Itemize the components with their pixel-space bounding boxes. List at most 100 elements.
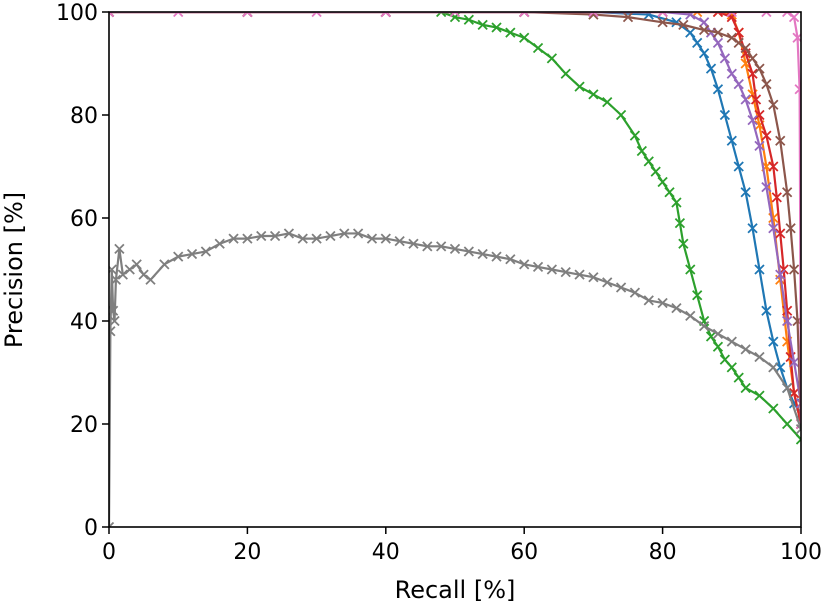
data-point-marker — [795, 398, 801, 409]
data-point-marker — [674, 218, 686, 229]
data-point-marker — [145, 274, 156, 285]
data-point-marker — [754, 351, 765, 363]
data-point-marker — [740, 94, 751, 105]
data-point-marker — [671, 197, 682, 208]
data-point-marker — [546, 53, 558, 64]
data-point-marker — [519, 32, 530, 43]
data-point-marker — [740, 344, 751, 355]
data-point-marker — [657, 176, 668, 188]
data-point-marker — [712, 328, 724, 340]
data-point-marker — [747, 223, 758, 234]
data-point-marker — [685, 12, 696, 20]
data-point-marker — [788, 357, 800, 368]
data-point-marker — [394, 236, 405, 247]
data-point-marker — [712, 12, 724, 18]
data-point-marker — [110, 274, 122, 285]
data-point-marker — [109, 326, 116, 337]
data-point-marker — [380, 12, 391, 18]
data-point-marker — [463, 14, 474, 25]
series-7 — [109, 12, 801, 430]
data-point-marker — [560, 68, 571, 79]
series-5 — [109, 12, 801, 409]
data-point-marker — [214, 238, 225, 249]
data-point-marker — [588, 12, 599, 18]
x-tick-label: 100 — [780, 540, 822, 565]
data-point-marker — [643, 295, 654, 306]
data-point-marker — [109, 315, 120, 327]
data-point-marker — [629, 130, 641, 141]
data-point-marker — [788, 12, 800, 23]
data-point-marker — [768, 362, 779, 373]
data-point-marker — [771, 192, 782, 203]
data-point-marker — [726, 12, 737, 18]
data-point-marker — [242, 12, 253, 18]
data-point-marker — [768, 403, 779, 414]
data-point-marker — [560, 266, 571, 278]
data-point-marker — [712, 37, 724, 49]
data-point-marker — [726, 32, 737, 43]
data-point-marker — [712, 341, 724, 352]
data-point-marker — [719, 109, 731, 121]
data-point-marker — [505, 27, 516, 38]
data-point-marker — [750, 94, 762, 105]
data-point-marker — [422, 241, 433, 252]
data-point-marker — [733, 161, 744, 172]
data-point-marker — [788, 387, 800, 399]
data-point-marker — [768, 99, 779, 110]
data-point-marker — [685, 310, 696, 321]
data-point-marker — [761, 181, 772, 193]
data-point-marker — [574, 269, 585, 280]
data-point-marker — [782, 12, 793, 18]
x-axis-label: Recall [%] — [395, 576, 516, 604]
data-point-marker — [740, 42, 751, 54]
data-point-marker — [761, 78, 772, 90]
data-point-marker — [698, 48, 710, 59]
data-point-marker — [698, 24, 710, 36]
data-point-marker — [117, 269, 128, 280]
data-point-marker — [733, 78, 744, 90]
data-point-marker — [109, 305, 119, 316]
data-point-marker — [339, 228, 350, 239]
data-point-marker — [311, 233, 322, 244]
data-point-marker — [754, 63, 765, 74]
series-line — [109, 12, 801, 425]
data-point-marker — [588, 12, 599, 20]
data-point-marker — [794, 84, 801, 95]
data-point-marker — [775, 228, 786, 239]
data-point-marker — [754, 264, 765, 275]
data-point-marker — [705, 63, 717, 74]
data-point-marker — [109, 521, 115, 527]
data-point-marker — [785, 223, 796, 234]
x-tick-label: 80 — [649, 540, 677, 565]
data-point-marker — [726, 12, 737, 20]
data-point-marker — [726, 135, 737, 146]
data-point-marker — [173, 251, 184, 262]
y-axis-label: Precision [%] — [0, 192, 28, 348]
series-line — [109, 12, 801, 415]
data-point-marker — [114, 243, 125, 255]
data-point-marker — [546, 264, 558, 275]
data-point-marker — [242, 233, 253, 244]
x-tick-label: 20 — [233, 540, 261, 565]
data-point-marker — [747, 68, 758, 79]
data-point-marker — [775, 135, 786, 146]
series-line — [109, 12, 801, 425]
data-point-marker — [352, 228, 364, 239]
data-point-marker — [636, 145, 647, 157]
data-point-marker — [761, 12, 772, 18]
data-point-marker — [698, 17, 710, 28]
y-tick-label: 0 — [84, 516, 98, 541]
series-line — [440, 12, 801, 441]
data-point-marker — [775, 269, 786, 280]
data-point-marker — [740, 382, 751, 394]
data-point-marker — [615, 109, 627, 121]
data-point-marker — [325, 230, 336, 242]
data-point-marker — [477, 19, 488, 31]
data-point-marker — [124, 264, 135, 275]
data-point-marker — [491, 251, 502, 262]
data-point-marker — [733, 27, 744, 38]
data-point-marker — [436, 241, 447, 252]
data-point-marker — [795, 424, 801, 435]
data-point-marker — [726, 68, 737, 79]
data-point-marker — [602, 96, 613, 108]
